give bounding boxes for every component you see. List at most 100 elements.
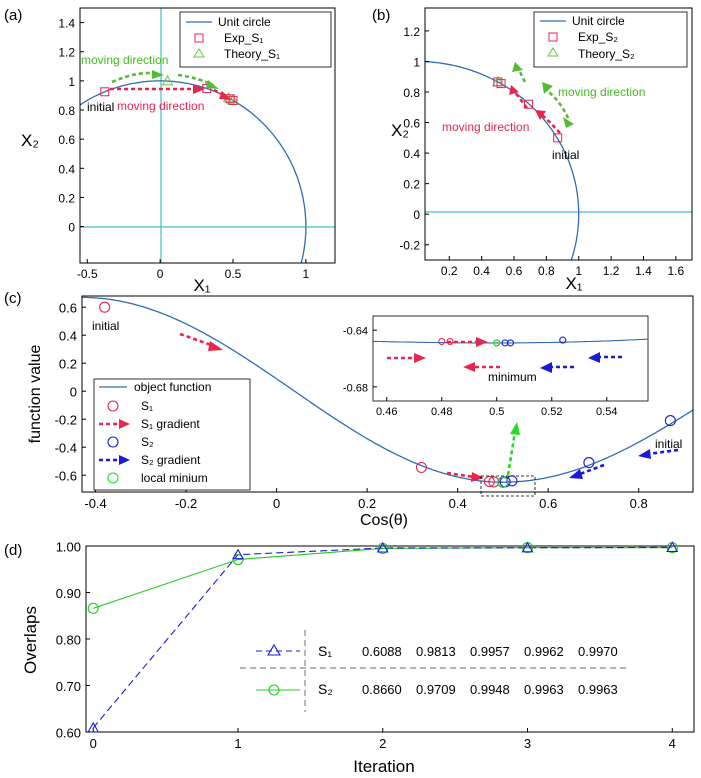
- panel-b-label: (b): [372, 7, 390, 24]
- panel-c-legend: object function S₁ S₁ gradient S₂ S₂ gra…: [93, 378, 251, 491]
- legend-c-obj: object function: [134, 380, 211, 394]
- arrowhead-icon: [638, 449, 651, 459]
- arrowhead-icon: [588, 352, 600, 363]
- y-tick-label: 0: [413, 208, 420, 222]
- arrowhead-icon: [542, 82, 553, 94]
- red-arrow-icon: [540, 113, 561, 134]
- y-tick-label: 1: [413, 55, 420, 69]
- data-point: [497, 476, 509, 488]
- data-point: [488, 476, 500, 488]
- legend-circle-icon: [107, 436, 119, 448]
- x-tick-label: 0.48: [431, 406, 452, 418]
- panel-b-green-annotation: moving direction: [558, 85, 645, 99]
- x-tick-label: 0: [157, 267, 164, 281]
- series-s1-line: [92, 546, 673, 729]
- green-arrow-icon: [506, 431, 517, 476]
- table-s1-v3: 0.9962: [524, 644, 564, 659]
- panel-c-legend-box: [93, 378, 251, 491]
- panel-b-ylabel: X₂: [391, 121, 409, 140]
- y-tick-label: 0.4: [58, 162, 75, 176]
- panel-c-xlabel: Cos(θ): [360, 512, 408, 529]
- panel-c-initial-right: initial: [655, 437, 682, 451]
- panel-b-xlabel: X₁: [565, 274, 582, 293]
- panel-a-ylabel: X₂: [21, 131, 39, 150]
- series-s1-marker: [521, 541, 534, 553]
- red-arrow-icon: [512, 90, 529, 109]
- panel-a-legend-box: [179, 11, 332, 68]
- legend-c-s2-grad: S₂ gradient: [141, 453, 201, 467]
- y-tick-label: 1.00: [56, 540, 81, 555]
- table-s1-triangle-icon: [267, 643, 281, 656]
- series-s2-marker: [87, 602, 99, 614]
- panel-a: (a) -0.5 0 0.5 100.20.40.60.811.21.4 X₁ X₂ …: [4, 7, 336, 295]
- x-tick-label: 0.52: [541, 406, 562, 418]
- exp-point: [496, 79, 506, 89]
- x-tick-label: 1: [303, 267, 310, 281]
- data-point: [438, 337, 446, 346]
- panel-b-points: [491, 75, 563, 143]
- legend-circle-icon: [107, 472, 119, 484]
- y-tick-label: -0.6: [55, 469, 77, 484]
- x-tick-label: 0: [90, 736, 97, 751]
- arrowhead-icon: [219, 91, 232, 100]
- series-s1-marker: [376, 541, 389, 553]
- y-tick-label: 0.2: [403, 178, 420, 192]
- panel-c-frame: [81, 295, 694, 493]
- theory-point: [161, 74, 174, 86]
- y-tick-label: -0.64: [343, 326, 368, 338]
- exp-point: [524, 99, 534, 109]
- arrowhead-icon: [563, 117, 574, 128]
- y-tick-label: 0.6: [403, 117, 420, 131]
- panel-c-object-function: [82, 296, 693, 483]
- x-tick-label: 0.54: [596, 406, 617, 418]
- data-point: [583, 457, 595, 469]
- legend-b-theory: Theory_S₂: [578, 47, 635, 61]
- green-arrow-icon: [516, 67, 527, 83]
- exp-point: [553, 133, 563, 143]
- arrowhead-icon: [119, 455, 130, 465]
- x-tick-label: 1.6: [667, 264, 684, 278]
- panel-c: (c) -0.4 -0.2 0 0.2 0.4 0.6 0.8 -0.6 -0.4 -0.2 0 0.…: [4, 290, 694, 529]
- exp-point: [100, 87, 110, 97]
- panel-c-points: [99, 301, 676, 488]
- panel-d-table: S₁ S₂ 0.6088 0.9813 0.9957 0.9962 0.9970…: [240, 630, 630, 712]
- y-tick-label: 0.4: [403, 147, 420, 161]
- legend-square-icon: [548, 32, 558, 42]
- red-arrow-icon: [213, 88, 227, 98]
- panel-a-arrows: [110, 70, 232, 100]
- panel-c-ylabel: function value: [27, 345, 44, 444]
- x-tick-label: -0.5: [77, 267, 98, 281]
- legend-b-unit: Unit circle: [572, 14, 625, 28]
- legend-b-exp: Exp_S₂: [578, 30, 618, 44]
- arrowhead-icon: [208, 341, 223, 351]
- data-point: [506, 475, 518, 487]
- x-tick-label: 2: [379, 736, 386, 751]
- y-tick-label: 0.4: [59, 329, 77, 344]
- x-tick-label: 0.2: [441, 264, 458, 278]
- panel-d-lines: [87, 541, 679, 733]
- x-tick-label: 1: [234, 736, 241, 751]
- y-tick-label: 0.70: [56, 679, 81, 694]
- arrowhead-icon: [512, 62, 523, 72]
- panel-b: (b) 0.2 0.4 0.6 0.8 1 1.2 1.4 1.6 -0.2 0 0.2 0.4 0.6…: [372, 7, 693, 293]
- x-tick-label: -0.4: [84, 496, 106, 511]
- inset-ticks: 0.46 0.48 0.5 0.52 0.54 -0.64 -0.68: [343, 326, 618, 418]
- panel-d-ylabel: Overlaps: [21, 606, 40, 674]
- legend-triangle-icon: [547, 47, 559, 57]
- series-s2-line: [93, 547, 673, 609]
- series-s2-marker: [232, 553, 244, 566]
- legend-c-s1-grad: S₁ gradient: [141, 417, 200, 431]
- panel-c-label: (c): [4, 290, 22, 307]
- y-tick-label: 1.2: [58, 46, 75, 60]
- panel-d-xlabel: Iteration: [353, 757, 414, 776]
- arrowhead-icon: [414, 353, 426, 363]
- blue-arrow-icon: [579, 463, 605, 476]
- panel-c-ticks: -0.4 -0.2 0 0.2 0.4 0.6 0.8 -0.6 -0.4 -0.2 0 0.2 0.4…: [55, 301, 648, 511]
- zoom-region-box: [480, 475, 536, 497]
- data-point: [415, 461, 427, 474]
- x-tick-label: 3: [524, 736, 531, 751]
- data-point: [664, 415, 676, 427]
- x-tick-label: 0.5: [225, 267, 242, 281]
- x-tick-label: 0.2: [358, 496, 376, 511]
